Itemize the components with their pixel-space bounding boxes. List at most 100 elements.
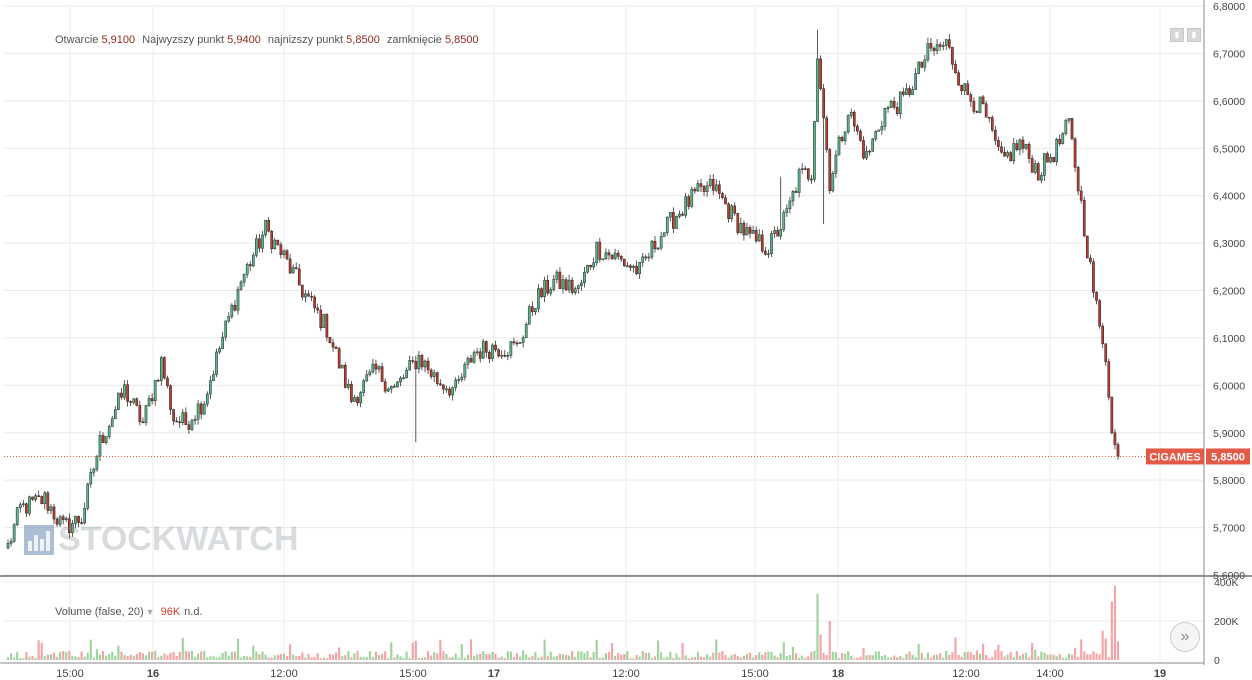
volume-bar bbox=[141, 653, 144, 660]
volume-bar bbox=[632, 658, 635, 660]
volume-bar bbox=[770, 651, 773, 660]
candle-body bbox=[120, 392, 123, 398]
stockwatch-logo-icon bbox=[24, 524, 54, 555]
candle-body bbox=[659, 236, 663, 249]
candle-body bbox=[819, 58, 822, 89]
volume-bar bbox=[844, 653, 847, 660]
candle-body bbox=[439, 383, 442, 386]
volume-bar bbox=[408, 658, 411, 660]
volume-bar bbox=[1064, 657, 1067, 660]
candle-body bbox=[527, 306, 531, 325]
volume-bar bbox=[1003, 656, 1006, 660]
volume-bar bbox=[755, 655, 758, 660]
candle-body bbox=[304, 293, 307, 298]
volume-bar bbox=[690, 657, 693, 660]
candle-body bbox=[18, 504, 22, 508]
volume-bar bbox=[135, 654, 138, 660]
candle-body bbox=[920, 61, 924, 68]
candle-body bbox=[411, 360, 415, 362]
volume-bar bbox=[405, 651, 408, 660]
candle-body bbox=[481, 341, 485, 359]
candle-body bbox=[110, 418, 114, 427]
candle-body bbox=[960, 84, 963, 91]
candle-body bbox=[886, 107, 890, 109]
candle-body bbox=[187, 424, 191, 430]
candle-body bbox=[227, 316, 231, 322]
volume-bar bbox=[816, 593, 819, 660]
volume-bar bbox=[874, 651, 877, 660]
x-tick-label: 12:00 bbox=[612, 668, 640, 680]
volume-bar bbox=[451, 656, 454, 660]
candle-body bbox=[601, 258, 605, 261]
volume-bar bbox=[154, 650, 157, 660]
volume-bar bbox=[994, 649, 997, 660]
candle-body bbox=[626, 265, 629, 268]
candle-body bbox=[797, 169, 801, 193]
candle-body bbox=[978, 96, 982, 113]
volume-bar bbox=[460, 644, 463, 660]
volume-bar bbox=[221, 653, 224, 660]
volume-bar bbox=[1113, 585, 1117, 660]
candle-body bbox=[251, 254, 255, 267]
candle-body bbox=[668, 212, 672, 218]
candle-body bbox=[356, 397, 359, 404]
volume-bar bbox=[540, 656, 543, 660]
candle-body bbox=[248, 264, 252, 267]
candle-body bbox=[184, 412, 188, 425]
volume-bar bbox=[699, 656, 703, 660]
ticker-label: CIGAMES bbox=[1149, 451, 1200, 463]
candle-body bbox=[800, 168, 804, 170]
volume-bar bbox=[1077, 656, 1080, 660]
volume-bar bbox=[273, 655, 276, 660]
dropdown-caret-icon[interactable]: ▼ bbox=[145, 607, 155, 617]
candle-body bbox=[291, 267, 295, 274]
volume-bar bbox=[120, 651, 123, 660]
volume-bar bbox=[132, 655, 135, 660]
volume-bar bbox=[298, 655, 301, 660]
pane-button-icon[interactable]: ▮ bbox=[1187, 28, 1201, 42]
volume-bar bbox=[445, 653, 448, 660]
x-tick-label: 15:00 bbox=[741, 668, 769, 680]
candle-body bbox=[693, 188, 697, 192]
volume-bar bbox=[463, 658, 466, 660]
candle-body bbox=[509, 341, 513, 356]
candle-body bbox=[767, 253, 770, 255]
candle-body bbox=[205, 393, 209, 405]
y-tick-label: 6,4000 bbox=[1213, 191, 1245, 203]
volume-bar bbox=[601, 657, 604, 660]
candle-body bbox=[294, 267, 298, 270]
volume-bar bbox=[83, 656, 86, 660]
candle-body bbox=[1015, 143, 1019, 150]
volume-bar bbox=[166, 655, 169, 660]
candle-body bbox=[613, 252, 617, 259]
volume-bar bbox=[181, 637, 184, 660]
candle-body bbox=[905, 88, 908, 95]
volume-bar bbox=[396, 654, 399, 660]
volume-bar bbox=[641, 651, 644, 660]
volume-bar bbox=[929, 657, 933, 660]
volume-bar bbox=[736, 656, 739, 660]
volume-bar bbox=[638, 656, 641, 660]
candle-body bbox=[859, 130, 862, 141]
candle-body bbox=[610, 254, 614, 259]
candle-body bbox=[822, 88, 825, 119]
volume-bar bbox=[252, 645, 255, 660]
volume-bar bbox=[660, 652, 663, 660]
candle-body bbox=[518, 342, 522, 344]
volume-bar bbox=[761, 654, 764, 660]
candle-body bbox=[902, 91, 905, 95]
scroll-to-latest-button[interactable]: » bbox=[1170, 622, 1200, 652]
candle-body bbox=[350, 383, 353, 402]
volume-bar bbox=[350, 657, 353, 660]
volume-bar bbox=[417, 658, 420, 660]
candle-body bbox=[558, 271, 562, 289]
volume-bar bbox=[344, 655, 347, 660]
volume-bar bbox=[810, 652, 813, 660]
candle-body bbox=[28, 496, 31, 514]
pane-button-icon[interactable]: ▮ bbox=[1170, 28, 1184, 42]
volume-bar bbox=[571, 650, 574, 660]
volume-bar bbox=[353, 653, 356, 660]
volume-bar bbox=[647, 652, 650, 660]
